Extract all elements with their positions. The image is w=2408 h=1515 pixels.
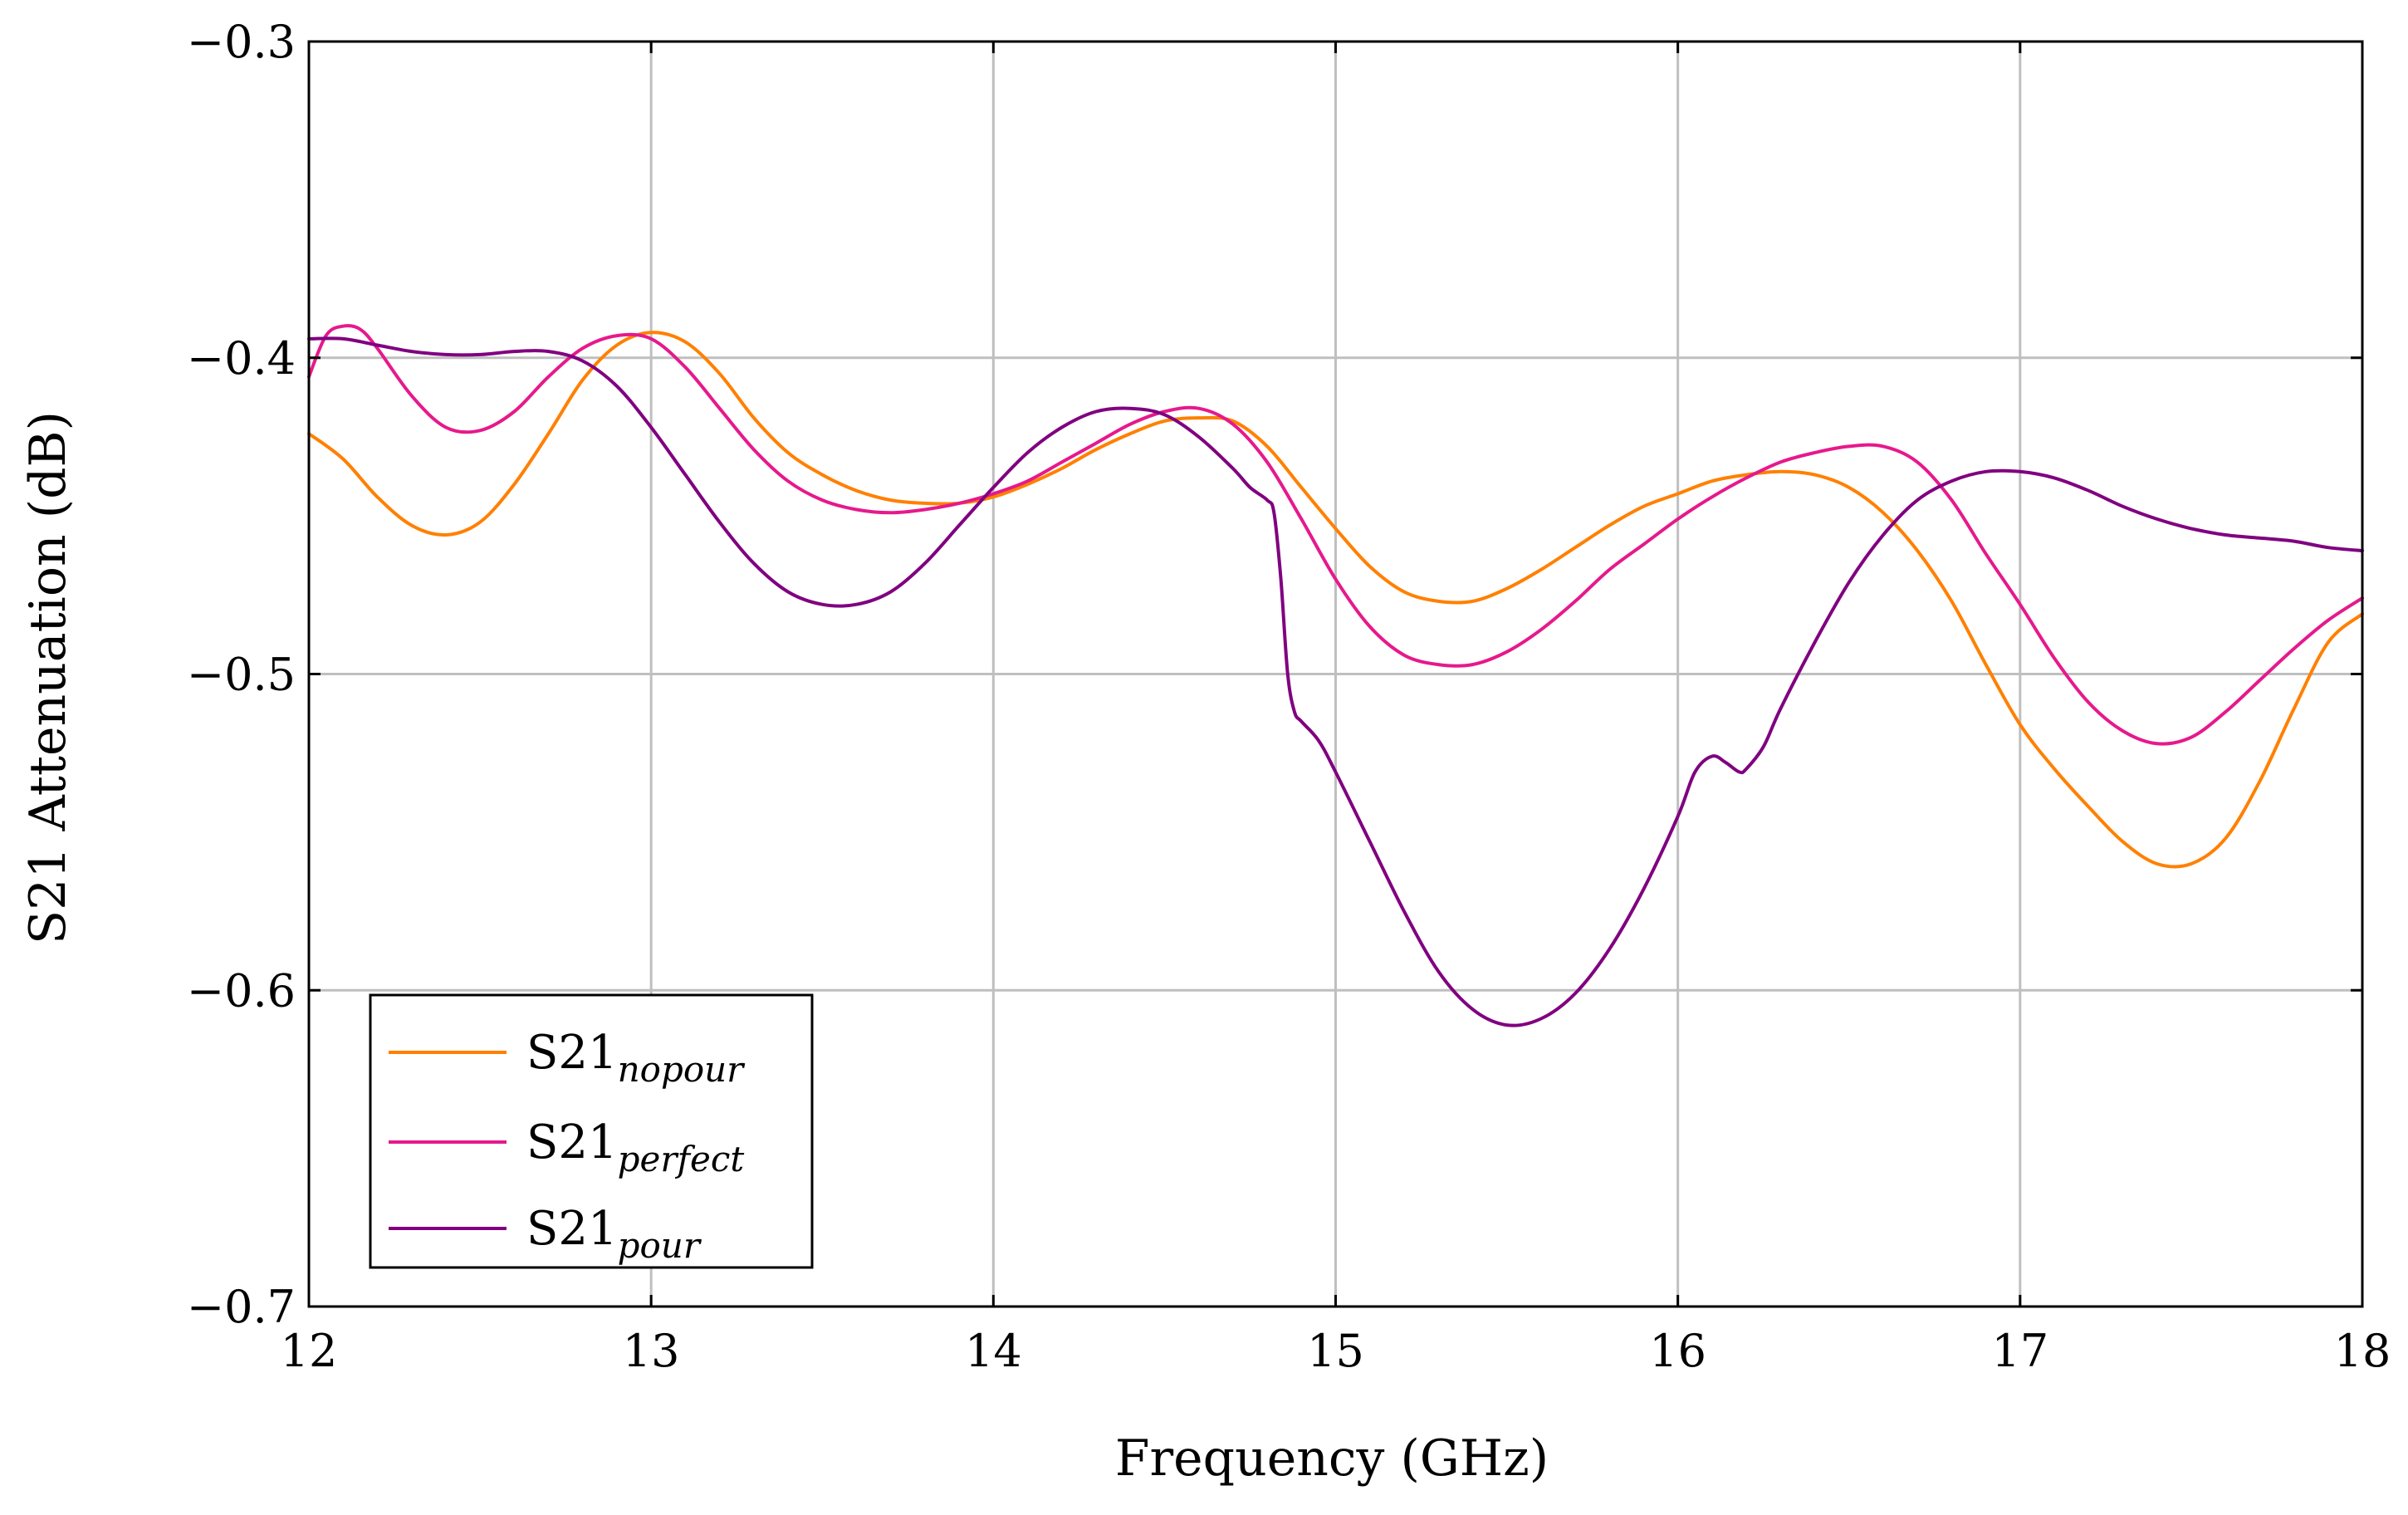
- series-line-nopour: [307, 331, 2364, 869]
- y-axis-label: S21 Attenuation (dB): [19, 411, 77, 944]
- y-tick-label: −0.3: [187, 16, 296, 68]
- series-line-perfect: [307, 324, 2364, 746]
- y-tick-label: −0.7: [187, 1281, 296, 1333]
- axis-ticks: [307, 40, 2364, 1308]
- x-tick-label: 13: [623, 1325, 680, 1377]
- x-tick-label: 15: [1307, 1325, 1364, 1377]
- series-lines: [307, 324, 2364, 1027]
- x-tick-label: 14: [965, 1325, 1022, 1377]
- y-tick-label: −0.5: [187, 649, 296, 701]
- legend-subscript: nopour: [618, 1049, 746, 1090]
- y-tick-label: −0.4: [187, 332, 296, 385]
- y-tick-label: −0.6: [187, 964, 296, 1017]
- x-axis-tick-labels: 12 13 14 15 16 17 18: [281, 1325, 2391, 1377]
- legend-box: [369, 993, 814, 1269]
- legend-subscript: perfect: [618, 1139, 745, 1179]
- x-tick-label: 12: [281, 1325, 338, 1377]
- series-line-pour: [307, 336, 2364, 1027]
- x-tick-label: 18: [2334, 1325, 2391, 1377]
- y-axis-tick-labels: −0.3 −0.4 −0.5 −0.6 −0.7: [187, 16, 296, 1333]
- x-axis-label: Frequency (GHz): [1115, 1429, 1549, 1488]
- legend-subscript: pour: [618, 1225, 702, 1266]
- x-tick-label: 17: [1991, 1325, 2048, 1377]
- x-tick-label: 16: [1649, 1325, 1706, 1377]
